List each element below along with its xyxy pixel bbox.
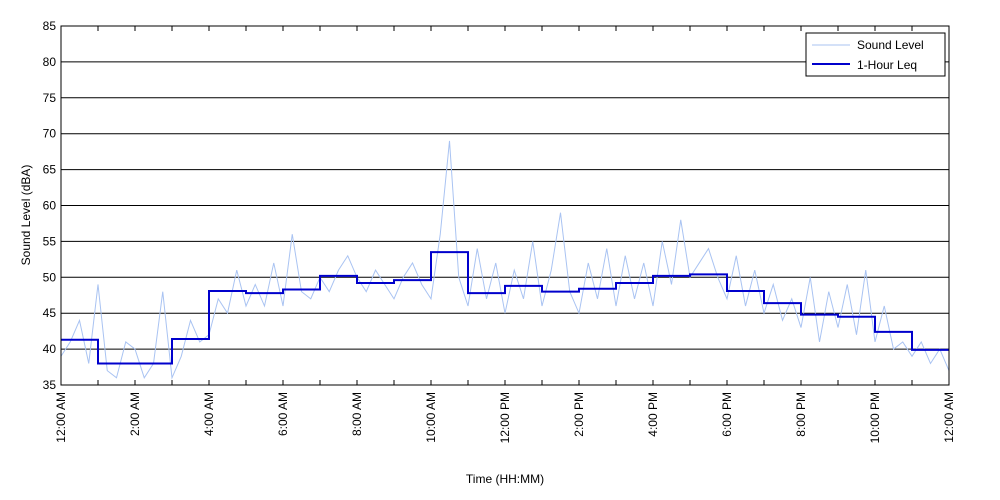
x-tick-label: 12:00 PM <box>498 392 512 443</box>
y-tick-label: 70 <box>43 127 57 141</box>
legend: Sound Level 1-Hour Leq <box>805 32 946 77</box>
x-tick-label: 12:00 AM <box>942 392 956 443</box>
x-tick-label: 2:00 PM <box>572 392 586 437</box>
x-tick-labels: 12:00 AM 2:00 AM 4:00 AM 6:00 AM 8:00 AM 10:0… <box>54 392 956 443</box>
y-tick-label: 45 <box>43 306 57 320</box>
y-axis-label: Sound Level (dBA) <box>19 165 33 266</box>
grid-lines <box>61 25 949 386</box>
series-line-sound-level <box>60 140 950 380</box>
y-tick-label: 50 <box>43 270 57 284</box>
x-tick-label: 2:00 AM <box>128 392 142 436</box>
x-tick-label: 10:00 PM <box>868 392 882 443</box>
y-tick-label: 60 <box>43 199 57 213</box>
legend-label-sound-level: Sound Level <box>857 38 924 52</box>
x-tick-label: 4:00 PM <box>646 392 660 437</box>
y-tick-label: 85 <box>43 19 57 33</box>
x-tick-label: 10:00 AM <box>424 392 438 443</box>
x-tick-label: 6:00 PM <box>720 392 734 437</box>
y-tick-label: 65 <box>43 163 57 177</box>
y-tick-label: 55 <box>43 234 57 248</box>
series-lines <box>60 140 950 380</box>
series-line-1-hour-leq <box>61 251 949 365</box>
x-tick-label: 4:00 AM <box>202 392 216 436</box>
x-tick-label: 12:00 AM <box>54 392 68 443</box>
x-axis-label: Time (HH:MM) <box>466 472 544 486</box>
y-tick-label: 75 <box>43 91 57 105</box>
legend-label-1-hour-leq: 1-Hour Leq <box>857 58 917 72</box>
plot-area-frame <box>60 25 950 386</box>
y-tick-label: 35 <box>43 378 57 392</box>
x-tick-label: 6:00 AM <box>276 392 290 436</box>
y-tick-label: 80 <box>43 55 57 69</box>
y-tick-labels: 35 40 45 50 55 60 65 70 75 80 85 <box>43 19 57 392</box>
x-tick-label: 8:00 AM <box>350 392 364 436</box>
legend-box <box>805 32 946 77</box>
y-tick-label: 40 <box>43 342 57 356</box>
x-tick-label: 8:00 PM <box>794 392 808 437</box>
